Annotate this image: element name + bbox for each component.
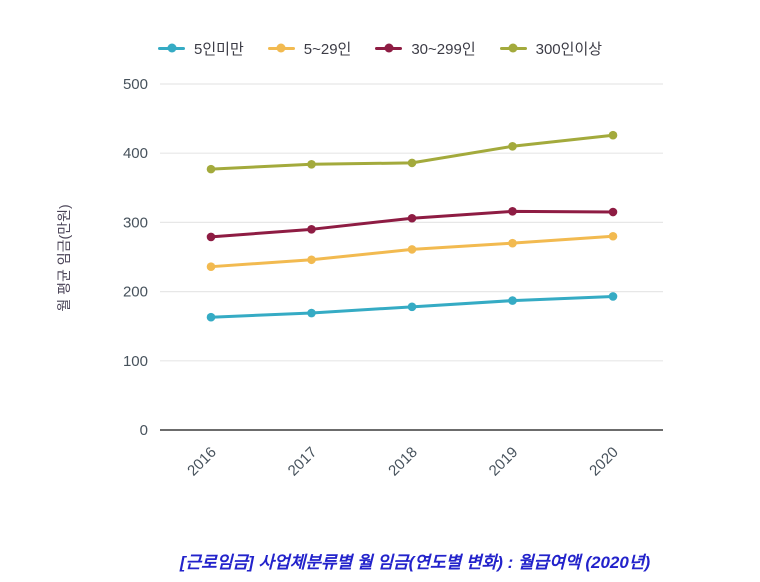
data-point — [508, 296, 517, 305]
data-point — [206, 262, 216, 271]
line-chart-plot-area: 0 100 200 300 400 500 2016 2017 2018 2019 2020 — [123, 76, 663, 480]
x-tick-label: 2018 — [385, 444, 421, 480]
y-tick-label: 300 — [123, 214, 148, 231]
legend-label: 5인미만 — [194, 40, 244, 58]
data-point — [307, 159, 316, 169]
y-tick-label: 200 — [123, 284, 148, 301]
legend-label: 300인이상 — [535, 40, 603, 58]
data-point — [407, 245, 417, 254]
data-point — [508, 141, 517, 151]
legend-item-3[interactable]: 300인이상 — [499, 38, 603, 59]
y-tick-label: 400 — [123, 145, 148, 162]
data-point — [307, 225, 316, 234]
legend-marker-dot-icon — [508, 43, 518, 53]
legend-marker-icon — [267, 43, 295, 53]
y-tick-label: 100 — [123, 353, 148, 370]
x-tick-label: 2020 — [586, 444, 622, 480]
legend-marker-icon — [499, 43, 527, 53]
data-point — [407, 213, 417, 223]
y-axis-title: 월 평균 임금(만원) — [56, 204, 72, 312]
data-point — [206, 232, 216, 242]
data-point — [407, 302, 417, 312]
legend-marker-dot-icon — [276, 43, 286, 53]
legend-marker-icon — [158, 43, 185, 53]
legend-item-0[interactable]: 5인미만 — [158, 38, 244, 59]
legend-item-1[interactable]: 5~29인 — [267, 38, 352, 59]
data-point — [407, 158, 417, 168]
data-point — [608, 292, 618, 301]
data-point — [206, 164, 216, 174]
y-tick-label: 0 — [140, 422, 148, 439]
data-point — [206, 312, 216, 322]
data-point — [608, 130, 618, 140]
legend-label: 5~29인 — [303, 40, 352, 58]
x-tick-label: 2017 — [285, 444, 321, 480]
chart-legend: 5인미만 5~29인 30~299인 300인이상 — [158, 38, 663, 58]
legend-marker-dot-icon — [384, 43, 394, 53]
data-point — [608, 207, 618, 217]
x-tick-label: 2019 — [486, 444, 522, 480]
data-point — [307, 255, 316, 265]
data-point — [608, 231, 618, 241]
data-point — [508, 238, 517, 248]
data-point — [508, 207, 517, 216]
data-point — [307, 308, 316, 318]
legend-marker-icon — [375, 43, 403, 53]
legend-marker-dot-icon — [167, 43, 176, 53]
y-tick-label: 500 — [123, 76, 148, 93]
legend-label: 30~299인 — [411, 40, 476, 58]
chart-caption: [근로임금] 사업체분류별 월 임금(연도별 변화) : 월급여액 (2020년… — [179, 553, 651, 572]
x-tick-label: 2016 — [184, 444, 220, 480]
legend-item-2[interactable]: 30~299인 — [375, 38, 476, 59]
